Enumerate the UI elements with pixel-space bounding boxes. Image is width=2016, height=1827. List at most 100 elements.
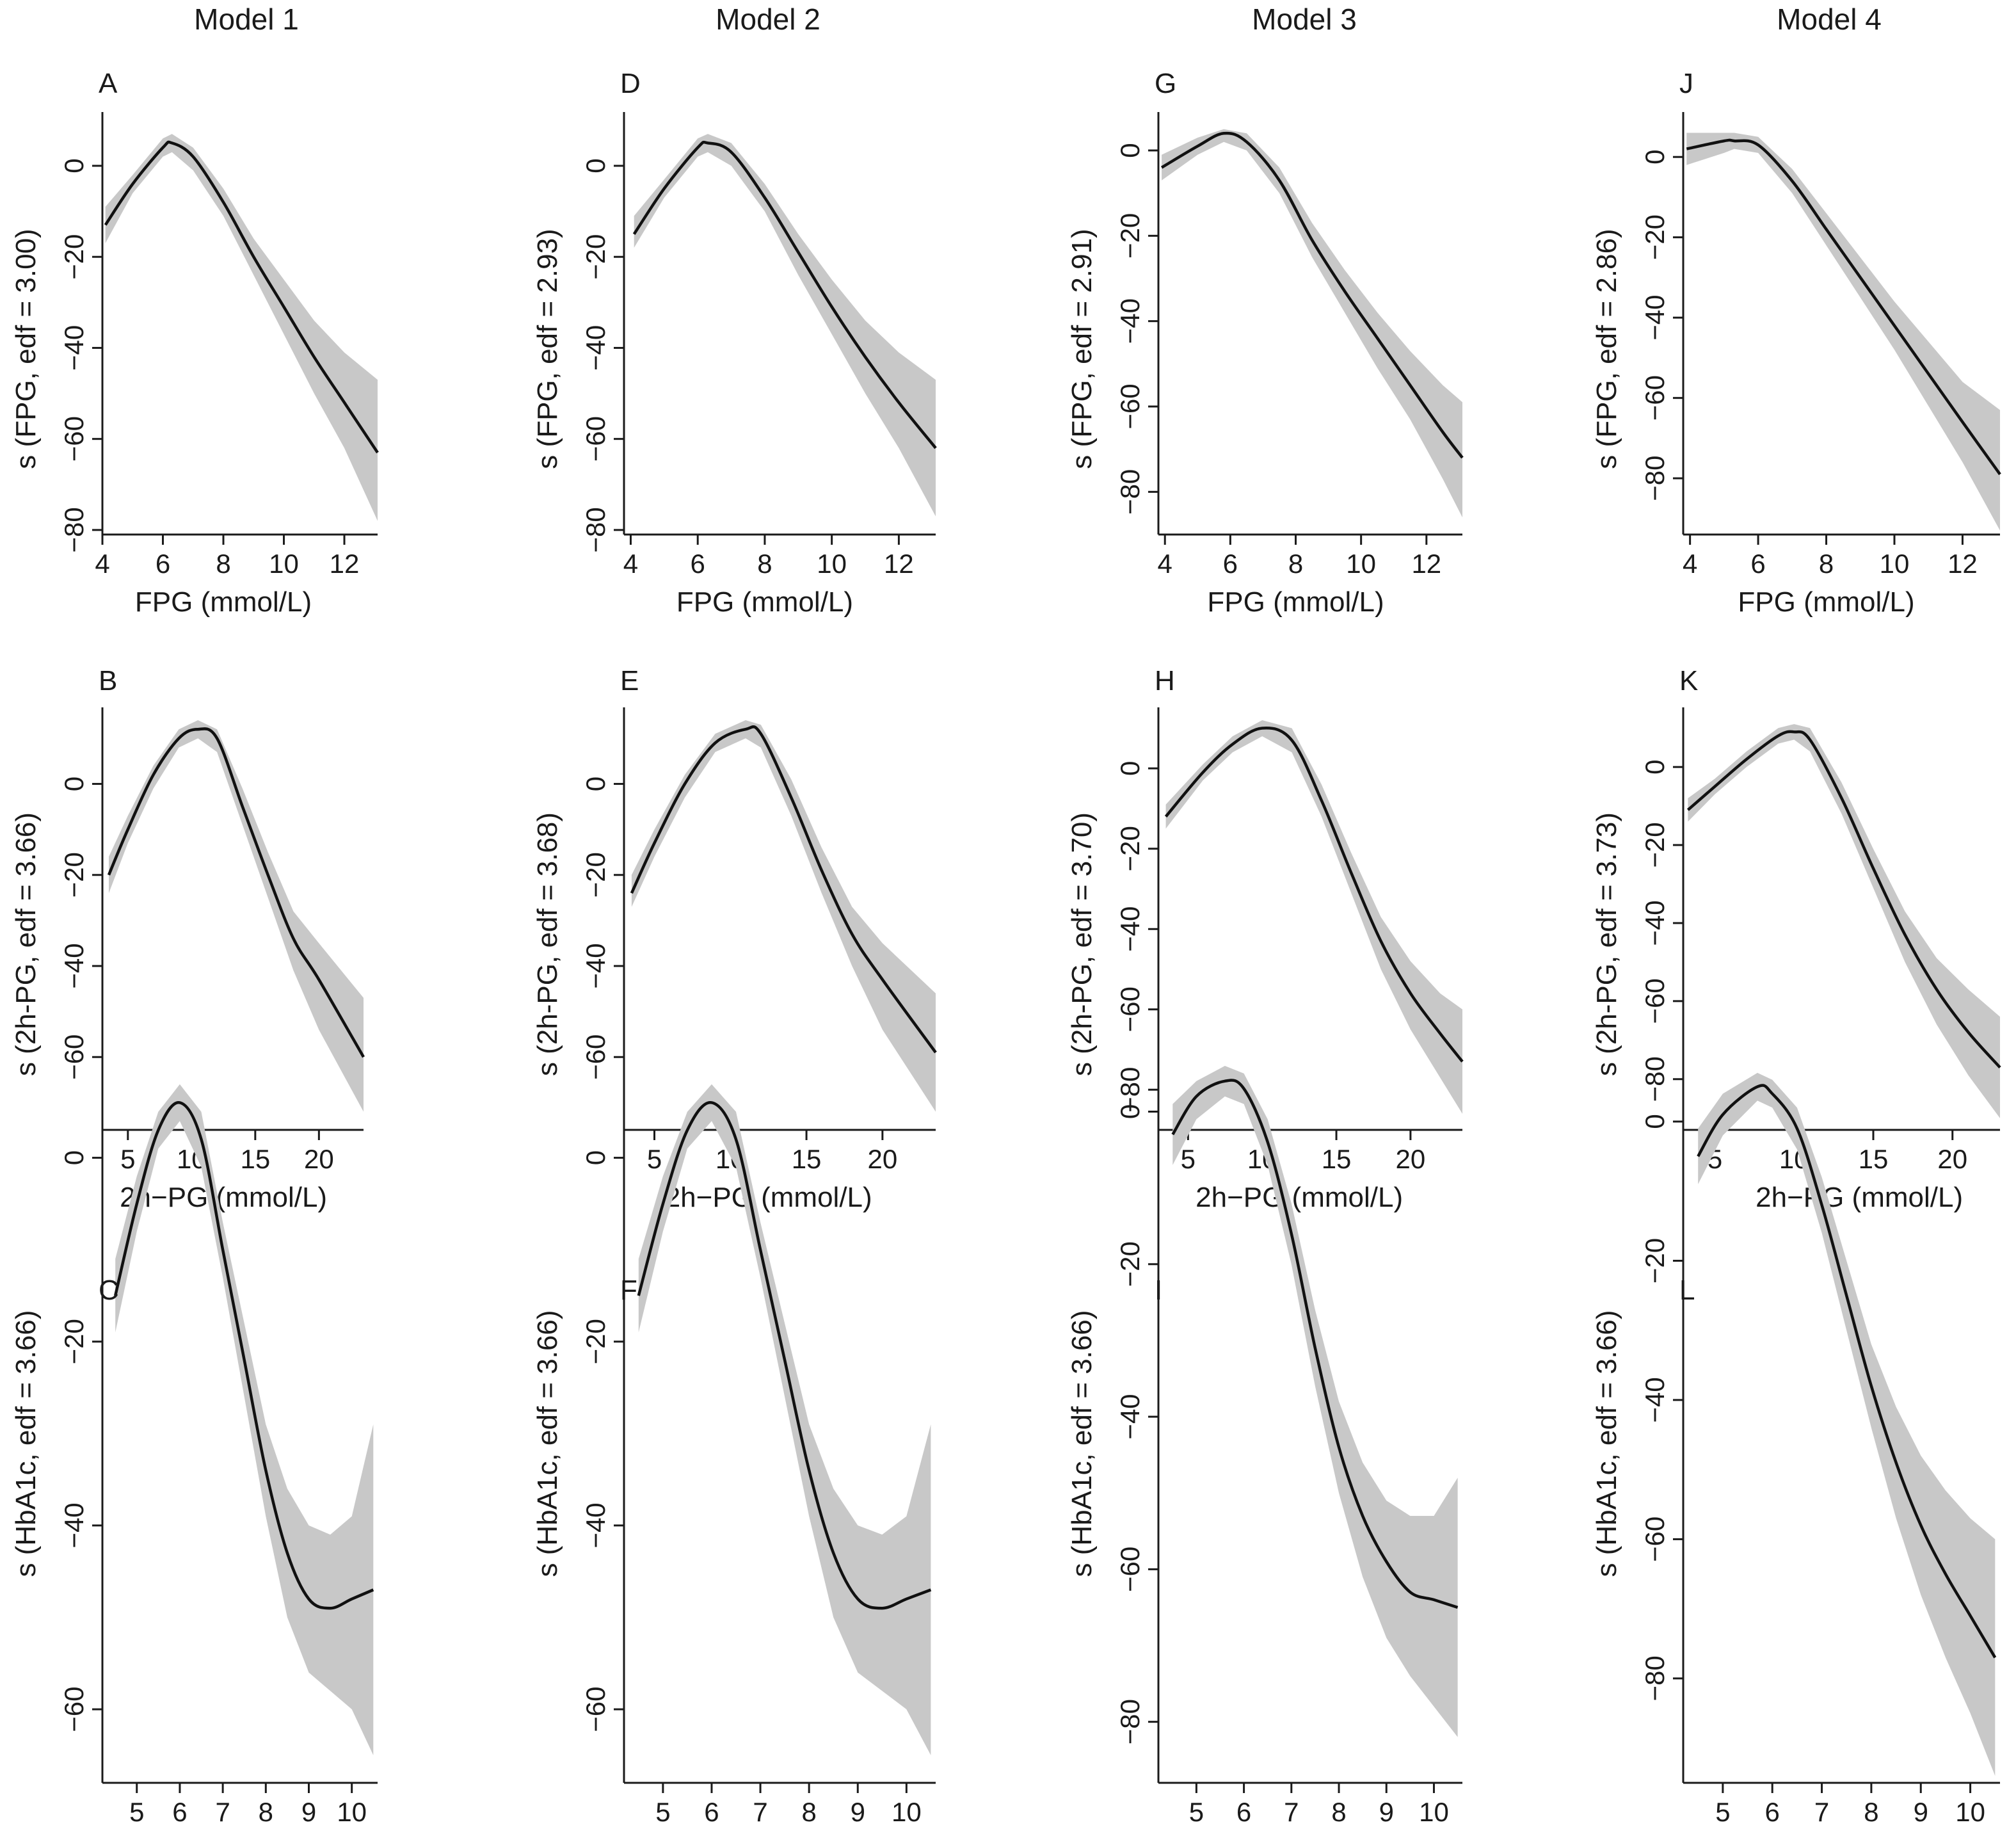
x-tick-label: 10: [337, 1797, 367, 1827]
y-tick-label: −60: [1640, 978, 1670, 1024]
y-tick-label: −60: [59, 1687, 89, 1732]
confidence-band: [1172, 1066, 1458, 1737]
y-tick-label: −20: [59, 1319, 89, 1364]
panel-a: 4 6 8 10 12 0 −20 −40 −60 −80 FPG (mmol/L) s (FPG, …: [10, 68, 379, 618]
x-tick-label: 8: [757, 549, 772, 579]
confidence-band: [105, 134, 378, 521]
x-tick-label: 9: [301, 1797, 316, 1827]
y-tick-label: −20: [59, 234, 89, 280]
x-tick-label: 8: [1864, 1797, 1878, 1827]
x-tick-label: 6: [704, 1797, 719, 1827]
x-tick-label: 7: [753, 1797, 767, 1827]
y-tick-label: −20: [580, 234, 611, 280]
y-tick-label: 0: [59, 1150, 89, 1165]
y-tick-label: −60: [59, 416, 89, 462]
x-tick-label: 8: [1819, 549, 1834, 579]
fitted-curve: [1686, 730, 2001, 1068]
confidence-band: [109, 720, 364, 1112]
x-tick-label: 12: [1411, 549, 1441, 579]
panel-letter: B: [99, 665, 117, 696]
y-axis-title: s (FPG, edf = 2.93): [532, 229, 563, 469]
panel-letter: I: [1155, 1275, 1162, 1306]
x-tick-label: 9: [851, 1797, 865, 1827]
column-header-model-1: Model 1: [194, 3, 299, 36]
x-axis-title: FPG (mmol/L): [1738, 586, 1914, 618]
y-axis-title: s (FPG, edf = 2.91): [1066, 229, 1098, 469]
y-tick-label: −60: [59, 1034, 89, 1080]
confidence-band: [638, 1084, 931, 1755]
y-tick-label: 0: [1640, 150, 1670, 165]
x-tick-label: 4: [1158, 549, 1172, 579]
y-tick-label: −40: [580, 325, 611, 371]
fitted-curve: [1697, 1084, 1997, 1659]
x-tick-label: 8: [1331, 1797, 1346, 1827]
x-axis-title: FPG (mmol/L): [676, 586, 853, 618]
y-tick-label: −40: [1115, 906, 1145, 952]
x-tick-label: 15: [1322, 1144, 1352, 1174]
y-axis-title: s (2h-PG, edf = 3.68): [532, 812, 563, 1076]
x-axis-title: 2h−PG (mmol/L): [120, 1182, 327, 1213]
x-tick-label: 5: [129, 1797, 144, 1827]
y-axis-title: s (HbA1c, edf = 3.66): [10, 1310, 42, 1577]
fitted-curve: [1164, 727, 1464, 1063]
y-tick-label: −80: [1640, 456, 1670, 501]
x-tick-label: 4: [95, 549, 109, 579]
panel-j: 4 6 8 10 12 0 −20 −40 −60 −80 FPG (mmol/L) s (FPG, …: [1591, 68, 2001, 618]
x-tick-label: 9: [1914, 1797, 1928, 1827]
y-axis-title: s (FPG, edf = 3.00): [10, 229, 42, 469]
fitted-curve: [637, 1101, 932, 1610]
y-tick-label: −60: [1115, 383, 1145, 429]
x-tick-label: 10: [1419, 1797, 1449, 1827]
y-tick-label: −40: [580, 943, 611, 988]
confidence-band: [1686, 133, 2000, 531]
y-tick-label: −60: [1115, 986, 1145, 1032]
fitted-curve: [107, 727, 365, 1058]
y-tick-label: −80: [1115, 469, 1145, 515]
y-tick-label: −40: [1115, 1394, 1145, 1439]
y-tick-label: −40: [580, 1502, 611, 1548]
y-tick-label: −60: [1640, 375, 1670, 421]
panel-g: 4 6 8 10 12 0 −20 −40 −60 −80 FPG (mmol/L) s (FPG, …: [1066, 68, 1464, 618]
y-tick-label: −20: [580, 852, 611, 897]
panel-letter: C: [99, 1275, 119, 1306]
x-tick-label: 12: [884, 549, 914, 579]
x-axis-title: FPG (mmol/L): [135, 586, 312, 618]
column-header-model-3: Model 3: [1252, 3, 1357, 36]
y-tick-label: −80: [1115, 1067, 1145, 1113]
y-tick-label: −60: [580, 416, 611, 462]
y-tick-label: 0: [1115, 143, 1145, 157]
fitted-curve: [104, 140, 379, 454]
y-tick-label: 0: [580, 777, 611, 791]
x-tick-label: 10: [1346, 549, 1376, 579]
y-tick-label: −60: [580, 1034, 611, 1080]
y-tick-label: −20: [1640, 1238, 1670, 1284]
panel-letter: G: [1155, 68, 1176, 99]
x-tick-label: 10: [269, 549, 299, 579]
fitted-curve: [1160, 131, 1464, 459]
y-tick-label: −20: [59, 852, 89, 897]
x-tick-label: 5: [655, 1797, 670, 1827]
y-tick-label: −80: [580, 507, 611, 552]
panel-letter: J: [1679, 68, 1693, 99]
y-tick-label: 0: [1115, 1104, 1145, 1119]
y-axis-title: s (2h-PG, edf = 3.70): [1066, 812, 1098, 1076]
panel-letter: D: [620, 68, 641, 99]
y-tick-label: −60: [1640, 1517, 1670, 1562]
x-tick-label: 20: [304, 1144, 334, 1174]
fitted-curve: [632, 140, 937, 449]
y-tick-label: −40: [59, 943, 89, 988]
y-tick-label: −80: [1115, 1699, 1145, 1744]
panel-letter: E: [620, 665, 639, 696]
confidence-band: [1165, 720, 1462, 1114]
x-tick-label: 10: [1955, 1797, 1985, 1827]
x-tick-label: 12: [1948, 549, 1978, 579]
x-tick-label: 7: [1284, 1797, 1299, 1827]
y-tick-label: −40: [1640, 1377, 1670, 1422]
y-axis-title: s (HbA1c, edf = 3.66): [532, 1310, 563, 1577]
y-tick-label: −60: [580, 1687, 611, 1732]
x-axis-title: 2h−PG (mmol/L): [1756, 1182, 1963, 1213]
